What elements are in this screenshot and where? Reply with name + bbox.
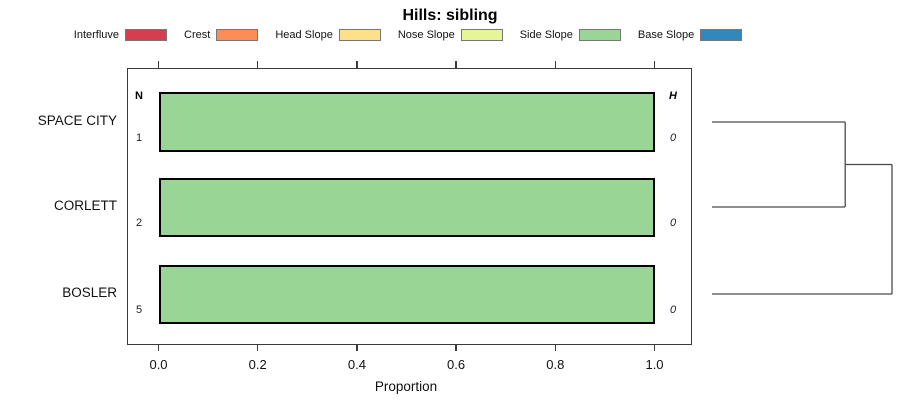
legend-label: Interfluve bbox=[73, 29, 120, 41]
x-axis-tick-label: 0.6 bbox=[447, 357, 466, 372]
h-value: 0 bbox=[669, 216, 677, 229]
legend-item-interfluve: Interfluve bbox=[73, 29, 168, 41]
legend-swatch-crest bbox=[216, 29, 259, 41]
h-value: 0 bbox=[669, 303, 677, 316]
n-value: 2 bbox=[135, 216, 143, 229]
legend-swatch-base-slope bbox=[700, 29, 743, 41]
legend-item-side-slope: Side Slope bbox=[520, 29, 621, 41]
y-axis-label-space-city: SPACE CITY bbox=[37, 113, 117, 128]
x-axis-tick-label: 0.8 bbox=[546, 357, 565, 372]
legend-item-base-slope: Base Slope bbox=[637, 29, 743, 41]
bar-segment-side-slope bbox=[160, 179, 653, 235]
bar-bosler bbox=[158, 264, 655, 324]
n-value: 1 bbox=[135, 132, 143, 144]
legend-swatch-head-slope bbox=[338, 29, 381, 41]
x-axis-tick-bottom bbox=[356, 344, 358, 351]
legend-item-head-slope: Head Slope bbox=[275, 29, 381, 41]
bar-space-city bbox=[158, 92, 655, 152]
x-axis-tick-top bbox=[653, 61, 656, 68]
chart-title: Hills: sibling bbox=[402, 7, 498, 24]
x-axis-title: Proportion bbox=[374, 379, 438, 394]
legend-label: Side Slope bbox=[519, 29, 573, 41]
x-axis-tick-top bbox=[356, 61, 358, 68]
x-axis-tick-label: 0.2 bbox=[248, 357, 267, 372]
n-value: 5 bbox=[135, 303, 143, 316]
x-axis-tick-label: 1.0 bbox=[645, 357, 664, 372]
legend-label: Crest bbox=[184, 29, 211, 41]
h-column-header: H bbox=[669, 90, 677, 102]
y-axis-label-corlett: CORLETT bbox=[53, 198, 117, 213]
bar-corlett bbox=[158, 177, 655, 237]
x-axis-tick-top bbox=[554, 61, 556, 68]
legend: Interfluve Crest Head Slope Nose Slope Side … bbox=[0, 27, 816, 43]
x-axis-tick-label: 0.0 bbox=[149, 357, 168, 372]
x-axis-tick-top bbox=[455, 61, 457, 68]
legend-item-nose-slope: Nose Slope bbox=[398, 29, 503, 41]
x-axis-tick-top bbox=[157, 61, 160, 68]
legend-label: Nose Slope bbox=[397, 29, 455, 41]
x-axis-tick-bottom bbox=[157, 344, 160, 351]
x-axis-tick-bottom bbox=[554, 344, 556, 351]
x-axis-tick-top bbox=[257, 61, 259, 68]
legend-swatch-nose-slope bbox=[460, 29, 503, 41]
legend-label: Base Slope bbox=[637, 29, 695, 41]
x-axis-tick-bottom bbox=[653, 344, 656, 351]
legend-swatch-interfluve bbox=[125, 29, 168, 41]
legend-item-crest: Crest bbox=[184, 29, 259, 41]
plot-box bbox=[127, 68, 692, 345]
x-axis-tick-label: 0.4 bbox=[347, 357, 366, 372]
legend-swatch-side-slope bbox=[578, 29, 621, 41]
legend-label: Head Slope bbox=[275, 29, 333, 41]
x-axis-tick-bottom bbox=[257, 344, 259, 351]
n-column-header: N bbox=[135, 90, 143, 102]
y-axis-label-bosler: BOSLER bbox=[62, 285, 117, 300]
x-axis-tick-bottom bbox=[455, 344, 457, 351]
bar-segment-side-slope bbox=[160, 94, 653, 150]
bar-segment-side-slope bbox=[160, 266, 653, 322]
h-value: 0 bbox=[669, 132, 677, 144]
